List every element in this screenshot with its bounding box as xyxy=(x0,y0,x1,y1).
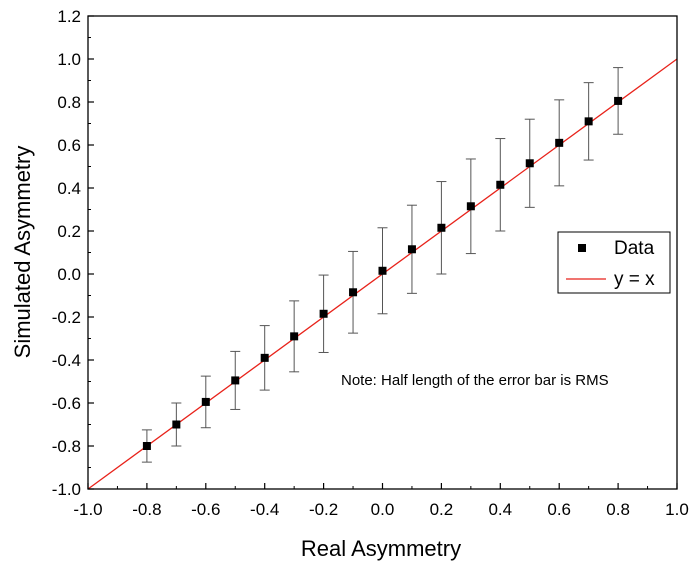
data-point xyxy=(231,376,240,385)
x-tick-label: -0.6 xyxy=(191,500,220,519)
y-tick-label: 0.4 xyxy=(57,179,81,198)
y-tick-label: 0.8 xyxy=(57,93,81,112)
data-point xyxy=(496,180,505,189)
x-tick-label: -0.2 xyxy=(309,500,338,519)
plot-content xyxy=(88,58,677,489)
x-tick-label: 0.0 xyxy=(371,500,395,519)
x-tick-label: -1.0 xyxy=(73,500,102,519)
data-point xyxy=(349,288,358,297)
y-tick-label: -0.4 xyxy=(52,351,81,370)
x-tick-label: 0.2 xyxy=(430,500,454,519)
y-tick-label: 0.6 xyxy=(57,136,81,155)
data-point xyxy=(525,159,534,168)
data-point xyxy=(584,117,593,126)
legend-label-data: Data xyxy=(614,238,655,259)
y-tick-label: 0.2 xyxy=(57,222,81,241)
legend: Data y = x xyxy=(557,231,671,294)
x-tick-label: 0.8 xyxy=(606,500,630,519)
x-tick-label: -0.8 xyxy=(132,500,161,519)
y-axis-title: Simulated Asymmetry xyxy=(10,146,35,359)
plot-area xyxy=(88,58,677,489)
data-point xyxy=(437,223,446,232)
data-point xyxy=(466,202,475,211)
note-annotation: Note: Half length of the error bar is RM… xyxy=(341,372,609,389)
data-point xyxy=(260,353,269,362)
data-point xyxy=(172,420,181,429)
y-tick-label: -1.0 xyxy=(52,480,81,499)
legend-box xyxy=(557,231,671,294)
data-point xyxy=(201,397,210,406)
x-tick-label: 0.4 xyxy=(488,500,512,519)
legend-marker-data xyxy=(578,244,586,252)
plot-frame xyxy=(87,15,678,490)
legend-label-yx: y = x xyxy=(614,269,655,290)
x-tick-label: -0.4 xyxy=(250,500,279,519)
data-point xyxy=(407,245,416,254)
x-tick-label: 0.6 xyxy=(547,500,571,519)
y-tick-label: 1.0 xyxy=(57,50,81,69)
data-point xyxy=(142,442,151,450)
data-point xyxy=(378,266,387,275)
data-point xyxy=(319,309,328,318)
y-tick-label: 0.0 xyxy=(57,265,81,284)
x-axis-title: Real Asymmetry xyxy=(301,536,461,561)
data-point xyxy=(614,96,623,105)
x-tick-label: 1.0 xyxy=(665,500,689,519)
y-tick-label: -0.6 xyxy=(52,394,81,413)
y-tick-label: 1.2 xyxy=(57,7,81,26)
data-point xyxy=(290,332,299,341)
y-tick-label: -0.8 xyxy=(52,437,81,456)
data-point xyxy=(555,138,564,147)
y-tick-label: -0.2 xyxy=(52,308,81,327)
